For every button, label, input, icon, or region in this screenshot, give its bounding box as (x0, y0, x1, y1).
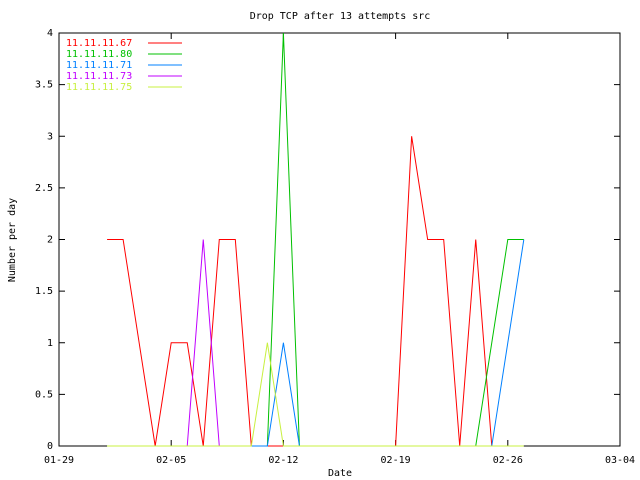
chart-title: Drop TCP after 13 attempts src (250, 11, 431, 22)
y-tick-label: 2 (47, 235, 53, 246)
x-axis-label: Date (328, 468, 352, 479)
y-tick-label: 0.5 (35, 389, 53, 400)
legend-label: 11.11.11.80 (66, 49, 132, 60)
series-line (186, 239, 220, 447)
series-line (107, 342, 524, 447)
y-tick-label: 4 (47, 28, 53, 39)
x-tick-label: 01-29 (44, 455, 74, 466)
x-tick-label: 02-19 (381, 455, 411, 466)
y-tick-label: 2.5 (35, 183, 53, 194)
legend-label: 11.11.11.75 (66, 82, 132, 93)
y-tick-label: 0 (47, 441, 53, 452)
x-tick-label: 02-05 (156, 455, 186, 466)
x-tick-label: 03-04 (605, 455, 635, 466)
x-tick-label: 02-26 (493, 455, 523, 466)
x-tick-label: 02-12 (268, 455, 298, 466)
y-axis-label: Number per day (7, 198, 18, 282)
legend-label: 11.11.11.67 (66, 38, 132, 49)
legend-label: 11.11.11.73 (66, 71, 132, 82)
legend-label: 11.11.11.71 (66, 60, 132, 71)
y-tick-label: 3 (47, 131, 53, 142)
y-tick-label: 3.5 (35, 80, 53, 91)
y-tick-label: 1.5 (35, 286, 53, 297)
y-tick-label: 1 (47, 338, 53, 349)
